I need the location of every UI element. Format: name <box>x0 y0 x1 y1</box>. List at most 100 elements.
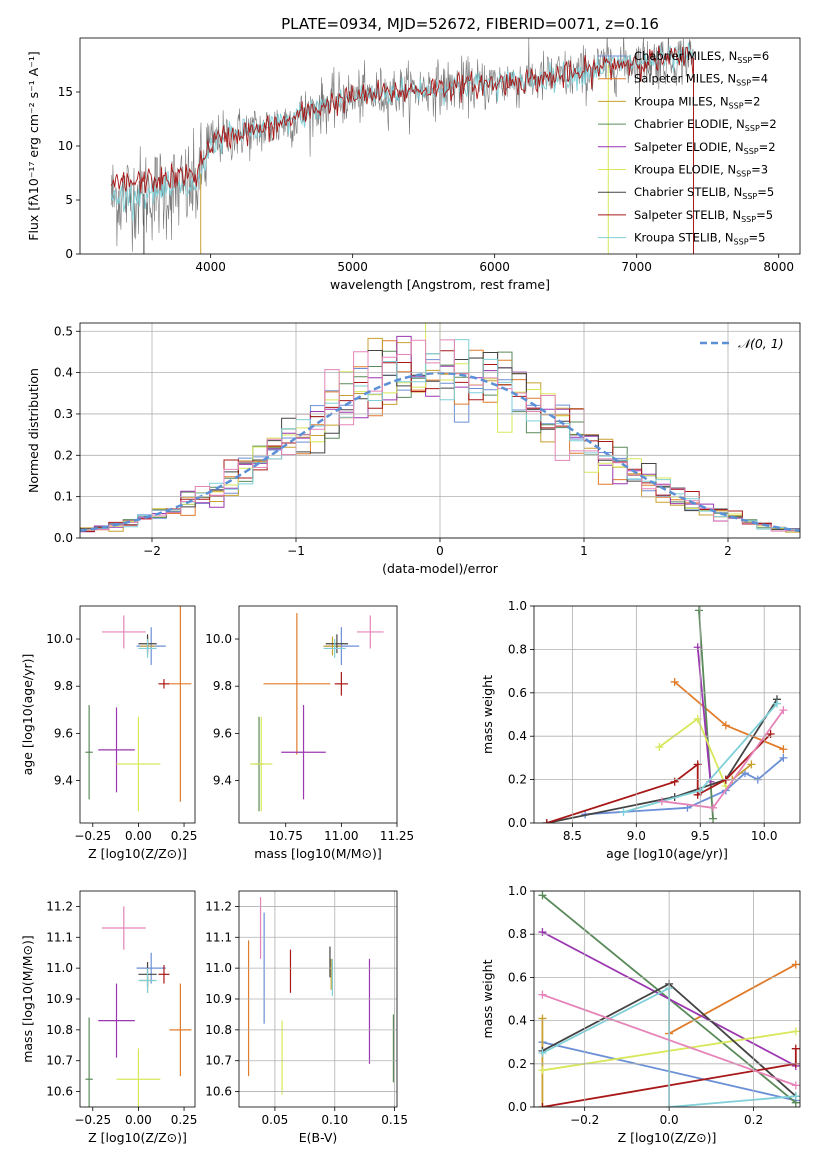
y-tick-label: 9.4 <box>213 774 232 788</box>
data-point-marker <box>670 677 679 686</box>
legend-entry: Salpeter STELIB, NSSP=5 <box>634 208 773 224</box>
x-tick-label: 7000 <box>621 260 652 274</box>
x-tick-label: −1 <box>287 544 305 558</box>
y-tick-label: 9.8 <box>213 679 232 693</box>
axes-frame <box>533 605 801 824</box>
model-spectrum-salpeter_stelib <box>110 45 694 194</box>
x-tick-label: 9.5 <box>691 829 710 843</box>
x-tick-label: 10.75 <box>269 829 303 843</box>
plot-area <box>542 606 788 823</box>
y-axis-label: Flux [fλ10⁻¹⁷ erg cm⁻² s⁻¹ A⁻¹] <box>26 51 41 240</box>
x-tick-label: 0.10 <box>321 1113 348 1127</box>
legend-subscript: SSP <box>729 101 744 110</box>
histogram-salpeter_elodie <box>80 335 800 533</box>
legend-subscript: SSP <box>744 147 759 156</box>
legend-subscript: SSP <box>736 170 751 179</box>
data-point-marker <box>709 814 718 823</box>
y-tick-label: 0.8 <box>508 642 527 656</box>
x-tick-label: 11.00 <box>324 829 358 843</box>
data-point-marker <box>538 1103 547 1107</box>
y-tick-label: 1.0 <box>508 599 527 613</box>
axes-frame <box>238 605 398 824</box>
x-axis-label: wavelength [Angstrom, rest frame] <box>330 277 550 292</box>
y-axis-label: mass weight <box>480 959 495 1038</box>
legend-entry: Kroupa MILES, NSSP=2 <box>634 94 760 110</box>
y-tick-label: 0.6 <box>508 686 527 700</box>
y-tick-label: 10 <box>58 139 73 153</box>
x-tick-label: 0.25 <box>171 1113 198 1127</box>
y-axis-label: mass weight <box>480 675 495 754</box>
y-tick-label: 11.0 <box>205 961 232 975</box>
axes-frame <box>79 890 196 1108</box>
legend-value: =4 <box>751 72 768 86</box>
y-tick-label: 5 <box>65 193 73 207</box>
y-tick-label: 0.4 <box>508 729 527 743</box>
x-tick-label: 10.0 <box>751 829 778 843</box>
x-axis-label: E(B-V) <box>299 1130 338 1145</box>
y-tick-label: 0 <box>65 247 73 261</box>
y-tick-label: 1.0 <box>508 884 527 898</box>
mass-weight-line-salpeter_miles <box>668 963 797 1035</box>
panel-age_vs_Z: −0.25 0.00 0.25 9.4 9.6 9.8 10.0 Z [log10(Z/Z⊙)… <box>20 605 198 861</box>
legend-entry: Salpeter MILES, NSSP=4 <box>634 72 768 88</box>
legend-value: =5 <box>756 208 773 222</box>
y-axis-label: mass [log10(M/M⊙)] <box>20 935 35 1063</box>
y-tick-label: 10.6 <box>46 1085 73 1099</box>
legend-entry: Salpeter ELODIE, NSSP=2 <box>634 140 776 156</box>
axes-frame <box>238 890 398 1108</box>
chart-title: PLATE=0934, MJD=52672, FIBERID=0071, z=0… <box>281 15 659 33</box>
y-tick-label: 0.0 <box>54 531 73 545</box>
x-tick-label: 6000 <box>479 260 510 274</box>
data-point-marker <box>619 808 628 817</box>
x-axis-label: Z [log10(Z/Z⊙)] <box>88 846 187 861</box>
x-axis-label: Z [log10(Z/Z⊙)] <box>618 1130 717 1145</box>
plot-area <box>247 897 395 1095</box>
data-point-marker <box>779 706 788 715</box>
data-point-marker <box>538 1049 547 1057</box>
x-tick-label: 9.0 <box>627 829 646 843</box>
axes-frame <box>79 37 801 255</box>
data-point-marker <box>721 721 730 730</box>
data-point-marker <box>657 797 666 806</box>
x-tick-label: 0.0 <box>660 1113 679 1127</box>
x-tick-label: −0.25 <box>74 829 111 843</box>
data-point-marker <box>694 606 703 615</box>
legend-value: =2 <box>760 117 777 131</box>
legend-entry: 𝒩(0, 1) <box>738 336 784 351</box>
x-tick-label: 4000 <box>195 260 226 274</box>
y-tick-label: 0.3 <box>54 407 73 421</box>
axes-frame <box>79 605 196 824</box>
x-axis-label: (data-model)/error <box>382 561 499 576</box>
data-point-marker <box>779 745 788 754</box>
x-tick-label: 0 <box>436 544 444 558</box>
legend-value: =5 <box>757 185 774 199</box>
data-point-marker <box>709 803 718 812</box>
y-tick-label: 11.0 <box>46 961 73 975</box>
panel-residuals: −2 −1 0 1 2 0.0 0.1 0.2 0.3 0.4 0.5 (data-model)/er… <box>26 322 801 576</box>
x-tick-label: 0.05 <box>262 1113 289 1127</box>
data-point-marker <box>791 1027 800 1036</box>
data-point-marker <box>538 1066 547 1075</box>
data-point-marker <box>538 891 547 900</box>
y-tick-label: 0.4 <box>54 366 73 380</box>
plot-area <box>110 38 694 254</box>
data-point-marker <box>747 760 756 769</box>
data-point-marker <box>791 1081 800 1090</box>
legend-entry: Kroupa ELODIE, NSSP=3 <box>634 163 768 179</box>
legend-value: =5 <box>749 231 766 245</box>
data-point-marker <box>542 819 551 823</box>
x-tick-label: 5000 <box>337 260 368 274</box>
axes-frame <box>79 322 801 539</box>
plot-area <box>85 906 192 1107</box>
data-point-marker <box>655 743 664 752</box>
data-point-marker <box>779 753 788 762</box>
y-tick-label: 11.2 <box>46 899 73 913</box>
y-tick-label: 10.7 <box>46 1054 73 1068</box>
y-tick-label: 9.8 <box>54 679 73 693</box>
legend-value: =3 <box>751 163 768 177</box>
data-point-marker <box>791 960 800 969</box>
model-spectrum-kroupa_stelib <box>110 42 694 222</box>
x-tick-label: 0.25 <box>171 829 198 843</box>
y-tick-label: 0.1 <box>54 490 73 504</box>
